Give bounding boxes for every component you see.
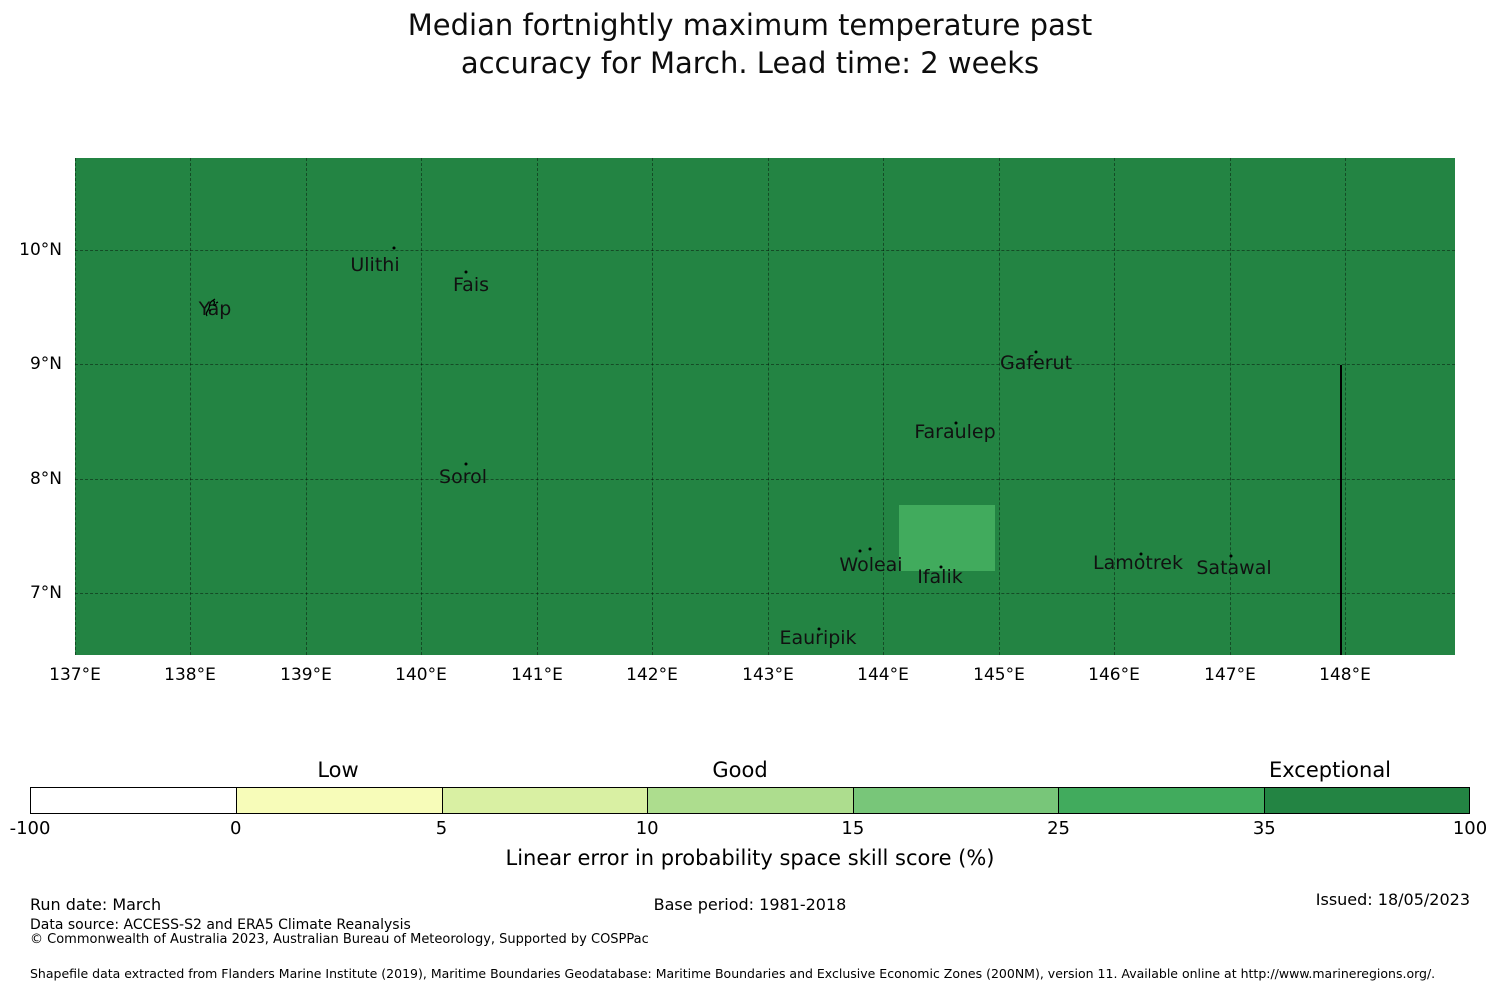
meridian-gridline: [306, 158, 307, 655]
figure-title-line2: accuracy for March. Lead time: 2 weeks: [460, 46, 1040, 80]
colorbar-category-label: Good: [712, 758, 768, 782]
figure-title-line1: Median fortnightly maximum temperature p…: [407, 8, 1093, 42]
meridian-gridline: [75, 158, 76, 655]
latitude-tick-label: 8°N: [29, 469, 62, 489]
meridian-gridline: [421, 158, 422, 655]
longitude-tick-label: 144°E: [857, 665, 909, 685]
longitude-tick-label: 138°E: [164, 665, 216, 685]
colorbar-axis-label: Linear error in probability space skill …: [505, 846, 995, 870]
longitude-tick-label: 140°E: [395, 665, 447, 685]
colorbar-segment: [647, 788, 853, 813]
colorbar-tick-label: 25: [1047, 818, 1071, 839]
island-label: Sorol: [439, 466, 487, 488]
colorbar-tick-label: 15: [841, 818, 865, 839]
eez-boundary-line: [1340, 365, 1342, 655]
island-label: Eauripik: [779, 627, 857, 649]
parallel-gridline: [75, 250, 1455, 251]
island-marker-dot: [817, 627, 821, 631]
longitude-tick-label: 145°E: [973, 665, 1025, 685]
longitude-tick-label: 148°E: [1319, 665, 1371, 685]
island-marker-dot: [868, 547, 872, 551]
highlight-cell: [899, 505, 995, 571]
colorbar-segment: [441, 788, 648, 813]
island-marker-dot: [1229, 554, 1233, 558]
longitude-tick-label: 146°E: [1088, 665, 1140, 685]
island-marker-dot: [392, 246, 396, 250]
yap-island-shape-icon: [203, 298, 221, 322]
longitude-tick-label: 139°E: [280, 665, 332, 685]
latitude-tick-label: 10°N: [19, 240, 62, 260]
parallel-gridline: [75, 593, 1455, 594]
map-plot-area: Ulithi Fais Yap Gaferut Faraulep Sorol Woleai I…: [75, 158, 1455, 655]
meridian-gridline: [190, 158, 191, 655]
parallel-gridline: [75, 364, 1455, 365]
island-label: Gaferut: [999, 352, 1073, 374]
shapefile-attribution-text: Shapefile data extracted from Flanders M…: [30, 966, 1436, 981]
colorbar-segment: [1058, 788, 1264, 813]
meridian-gridline: [537, 158, 538, 655]
data-source-text: Data source: ACCESS-S2 and ERA5 Climate …: [30, 917, 411, 933]
island-marker-dot: [464, 270, 468, 274]
meridian-gridline: [883, 158, 884, 655]
colorbar-segment: [852, 788, 1059, 813]
longitude-tick-label: 141°E: [511, 665, 563, 685]
base-period-text: Base period: 1981-2018: [653, 895, 847, 914]
island-label: Fais: [452, 274, 490, 296]
colorbar-tick-label: 5: [435, 818, 448, 839]
meridian-gridline: [999, 158, 1000, 655]
island-label: Faraulep: [914, 421, 996, 443]
island-label: Lamotrek: [1093, 552, 1183, 574]
island-label: Ifalik: [917, 566, 963, 588]
colorbar-tick-label: 10: [635, 818, 659, 839]
meridian-gridline: [1230, 158, 1231, 655]
longitude-tick-label: 147°E: [1204, 665, 1256, 685]
island-marker-dot: [939, 565, 943, 569]
colorbar-category-label: Low: [317, 758, 359, 782]
island-label: Satawal: [1196, 557, 1272, 579]
meridian-gridline: [1345, 158, 1346, 655]
colorbar-segment: [236, 788, 442, 813]
colorbar-segment: [1263, 788, 1469, 813]
colorbar: [30, 787, 1470, 814]
colorbar-tick-label: 100: [1452, 818, 1488, 839]
island-marker-dot: [1139, 552, 1143, 556]
longitude-tick-label: 137°E: [49, 665, 101, 685]
island-marker-dot: [464, 462, 468, 466]
colorbar-category-label: Exceptional: [1268, 758, 1392, 782]
island-label: Woleai: [839, 554, 903, 576]
run-date-text: Run date: March: [30, 895, 162, 914]
issued-date-text: Issued: 18/05/2023: [1315, 890, 1470, 909]
latitude-tick-label: 7°N: [29, 583, 62, 603]
meridian-gridline: [652, 158, 653, 655]
parallel-gridline: [75, 479, 1455, 480]
copyright-text: © Commonwealth of Australia 2023, Austra…: [30, 932, 649, 947]
colorbar-tick-label: 0: [229, 818, 242, 839]
island-label: Ulithi: [350, 254, 400, 276]
meridian-gridline: [768, 158, 769, 655]
longitude-tick-label: 142°E: [626, 665, 678, 685]
colorbar-tick-label: 35: [1252, 818, 1276, 839]
island-marker-dot: [858, 549, 862, 553]
figure-title: Median fortnightly maximum temperature p…: [0, 6, 1500, 82]
island-marker-dot: [954, 421, 958, 425]
latitude-tick-label: 9°N: [29, 354, 62, 374]
colorbar-tick-label: -100: [9, 818, 51, 839]
longitude-tick-label: 143°E: [742, 665, 794, 685]
colorbar-segment: [31, 788, 237, 813]
island-marker-dot: [1034, 350, 1038, 354]
meridian-gridline: [1114, 158, 1115, 655]
